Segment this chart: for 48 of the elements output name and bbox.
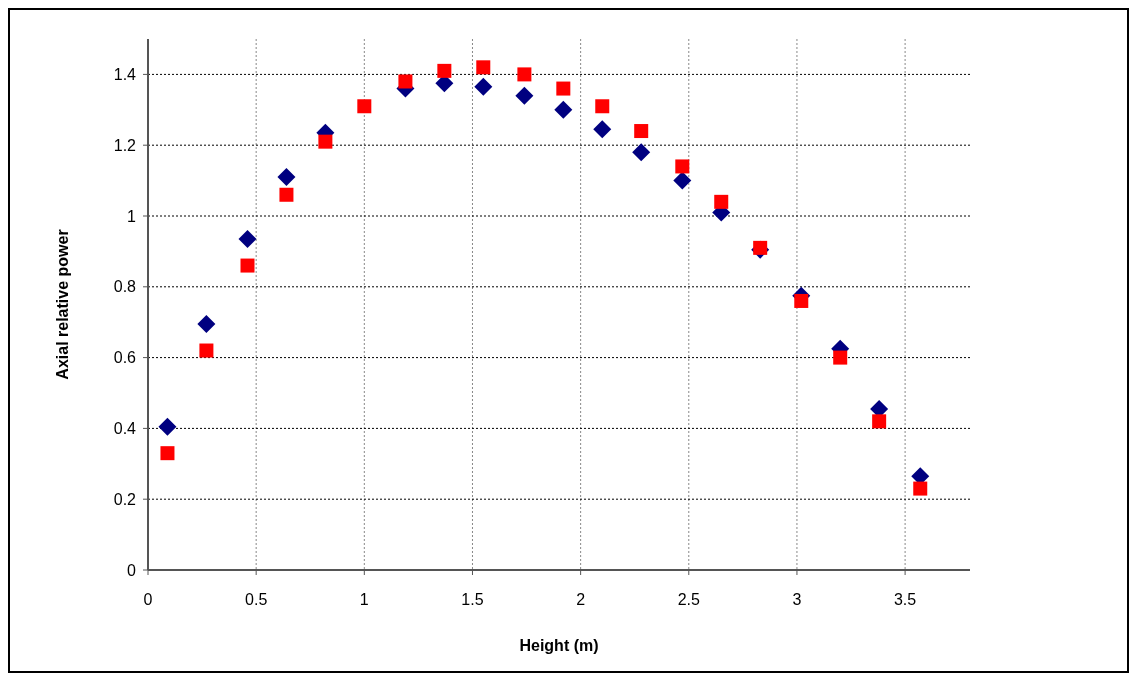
point bbox=[357, 99, 372, 114]
x-tick-label: 1 bbox=[359, 591, 369, 608]
y-tick-label: 0.8 bbox=[113, 278, 137, 296]
point bbox=[238, 230, 257, 249]
x-tick-label: 3 bbox=[792, 591, 802, 608]
point bbox=[872, 414, 887, 429]
point bbox=[199, 343, 214, 358]
x-tick-label: 0.5 bbox=[245, 591, 268, 608]
point bbox=[593, 120, 612, 139]
x-axis-title: Height (m) bbox=[519, 637, 599, 654]
y-axis-title: Axial relative power bbox=[54, 229, 71, 380]
y-tick-label: 1.4 bbox=[113, 66, 137, 83]
x-tick-label: 3.5 bbox=[893, 591, 917, 608]
point bbox=[279, 187, 294, 202]
point bbox=[556, 81, 571, 96]
y-tick-label: 0.2 bbox=[113, 490, 137, 508]
point bbox=[398, 74, 413, 89]
point bbox=[714, 194, 729, 209]
point bbox=[318, 134, 333, 149]
point bbox=[634, 124, 649, 139]
point bbox=[515, 86, 534, 105]
point bbox=[277, 168, 296, 187]
point bbox=[675, 159, 690, 174]
point bbox=[476, 60, 491, 75]
point bbox=[240, 258, 255, 273]
x-tick-label: 0 bbox=[143, 591, 153, 608]
point bbox=[595, 99, 610, 114]
y-tick-label: 0.6 bbox=[113, 349, 137, 367]
point bbox=[160, 446, 175, 461]
x-tick-label: 2.5 bbox=[677, 591, 701, 608]
point bbox=[673, 171, 692, 190]
y-tick-label: 0.4 bbox=[113, 420, 137, 437]
x-tick-label: 1.5 bbox=[461, 591, 484, 608]
point bbox=[753, 240, 768, 255]
point bbox=[197, 314, 216, 333]
point bbox=[913, 481, 928, 496]
point bbox=[158, 417, 177, 436]
x-tick-label: 2 bbox=[576, 591, 586, 608]
point bbox=[437, 63, 452, 78]
y-tick-label: 0 bbox=[127, 561, 137, 579]
y-tick-label: 1 bbox=[127, 207, 137, 225]
point bbox=[833, 350, 848, 365]
point bbox=[632, 143, 651, 162]
point bbox=[554, 100, 573, 119]
point bbox=[474, 77, 493, 96]
point bbox=[517, 67, 532, 82]
y-tick-label: 1.2 bbox=[113, 136, 137, 154]
point bbox=[794, 293, 809, 308]
